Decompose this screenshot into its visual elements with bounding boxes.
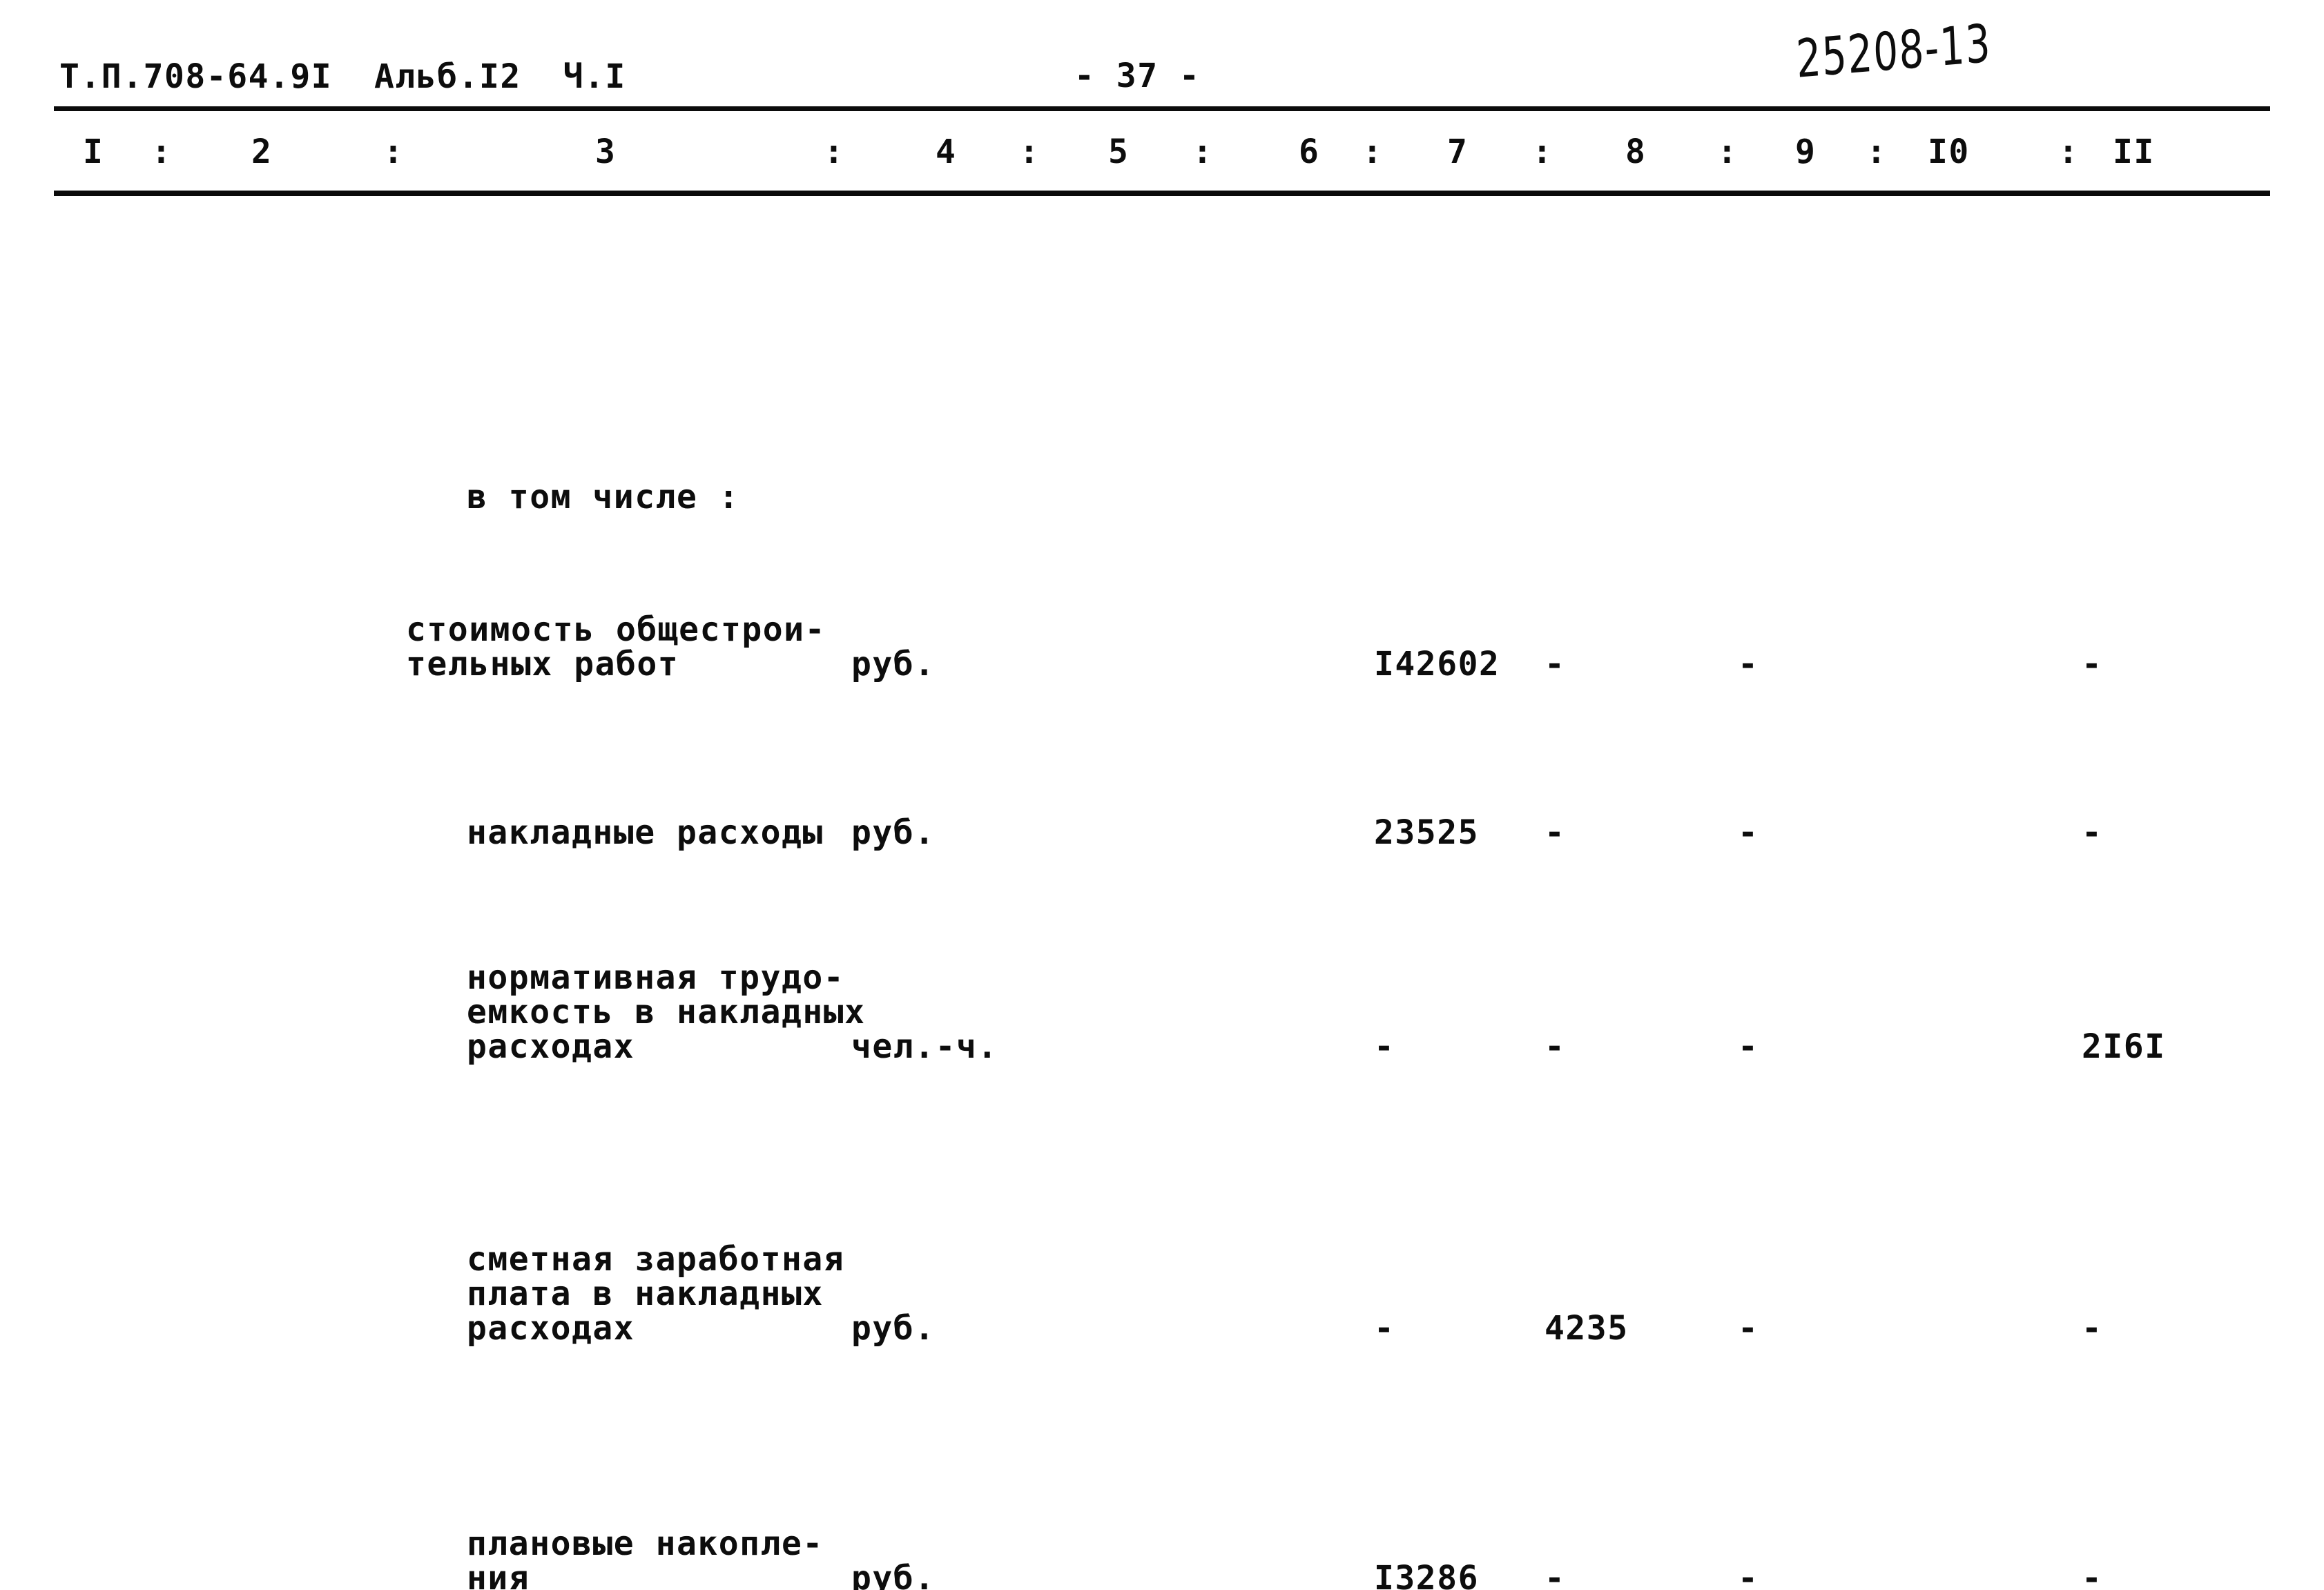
row-label-line: тельных работ: [406, 645, 679, 683]
value-col9: -: [1738, 1559, 1759, 1590]
value-col8: -: [1545, 813, 1566, 852]
row-label-line: расходах: [467, 1309, 635, 1348]
value-col7: I3286: [1374, 1559, 1479, 1590]
row-unit: руб.: [851, 645, 936, 683]
horizontal-rule-bottom: [54, 191, 2270, 196]
page-number: - 37 -: [1074, 57, 1201, 95]
row-unit: чел.-ч.: [851, 1027, 998, 1066]
column-separator: :: [1717, 133, 1739, 171]
value-col7: 23525: [1374, 813, 1479, 852]
column-header-4: 4: [936, 133, 957, 171]
value-col8: -: [1545, 1027, 1566, 1066]
row-label-line: сметная заработная: [467, 1240, 845, 1279]
row-unit: руб.: [851, 813, 936, 852]
row-label-line: в том числе :: [467, 478, 740, 516]
column-separator: :: [824, 133, 845, 171]
column-header-6: 6: [1299, 133, 1320, 171]
row-label-line: плановые накопле-: [467, 1524, 824, 1563]
column-header-8: 8: [1625, 133, 1647, 171]
value-col7: -: [1374, 1027, 1395, 1066]
column-header-I: I: [83, 133, 104, 171]
row-label-line: расходах: [467, 1027, 635, 1066]
value-col7: I42602: [1374, 645, 1500, 683]
column-header-II: II: [2113, 133, 2155, 171]
value-col8: -: [1545, 645, 1566, 683]
row-label-line: накладные расходы: [467, 813, 824, 852]
value-col11: -: [2082, 1309, 2103, 1348]
row-unit: руб.: [851, 1309, 936, 1348]
value-col9: -: [1738, 1309, 1759, 1348]
column-header-7: 7: [1447, 133, 1469, 171]
value-col8: 4235: [1545, 1309, 1629, 1348]
horizontal-rule-top: [54, 106, 2270, 111]
value-col9: -: [1738, 1027, 1759, 1066]
column-separator: :: [1362, 133, 1384, 171]
column-header-9: 9: [1795, 133, 1817, 171]
column-header-2: 2: [251, 133, 273, 171]
value-col9: -: [1738, 813, 1759, 852]
column-separator: :: [1192, 133, 1214, 171]
row-label-line: емкость в накладных: [467, 993, 866, 1031]
value-col7: -: [1374, 1309, 1395, 1348]
value-col8: -: [1545, 1559, 1566, 1590]
column-header-3: 3: [595, 133, 617, 171]
row-label-line: плата в накладных: [467, 1274, 824, 1313]
value-col11: -: [2082, 645, 2103, 683]
column-header-I0: I0: [1928, 133, 1970, 171]
document-code: Т.П.708-64.9I Альб.I2 Ч.I: [59, 57, 626, 96]
value-col9: -: [1738, 645, 1759, 683]
column-separator: :: [151, 133, 173, 171]
column-separator: :: [1532, 133, 1553, 171]
column-separator: :: [2058, 133, 2080, 171]
handwritten-inventory-number: 25208-13: [1794, 12, 1993, 90]
row-label-line: нормативная трудо-: [467, 958, 845, 997]
column-separator: :: [383, 133, 405, 171]
column-separator: :: [1019, 133, 1040, 171]
column-header-5: 5: [1108, 133, 1130, 171]
value-col11: -: [2082, 1559, 2103, 1590]
row-unit: руб.: [851, 1559, 936, 1590]
value-col11: -: [2082, 813, 2103, 852]
row-label-line: ния: [467, 1559, 530, 1590]
value-col11: 2I6I: [2082, 1027, 2166, 1066]
column-separator: :: [1866, 133, 1888, 171]
row-label-line: стоимость общестрои-: [406, 610, 826, 649]
